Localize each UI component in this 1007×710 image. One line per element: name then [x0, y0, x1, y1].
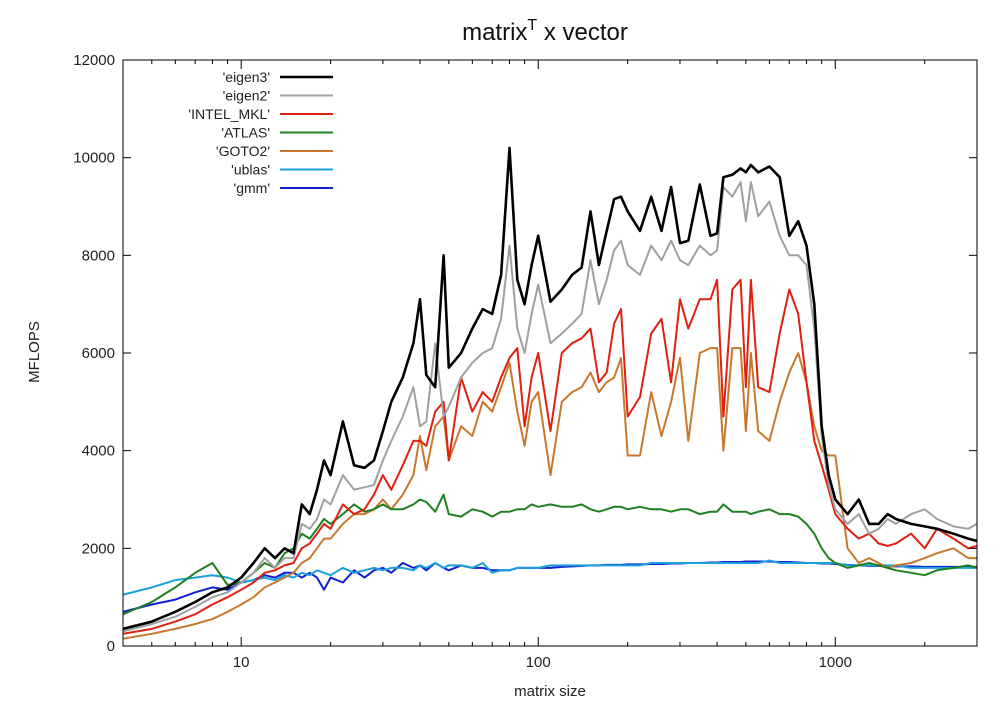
y-axis-label: MFLOPS [26, 321, 43, 383]
legend-label-eigen3: 'eigen3' [223, 69, 270, 85]
legend-label-intel-mkl: 'INTEL_MKL' [188, 106, 270, 122]
plot-area [122, 59, 978, 647]
legend: 'eigen3' 'eigen2' 'INTEL_MKL' 'ATLAS' 'GOTO2… [188, 69, 333, 196]
series-line-goto2 [122, 347, 977, 640]
legend-label-goto2: 'GOTO2' [216, 143, 270, 159]
series-line-ublas [122, 559, 977, 596]
legend-label-gmm: 'gmm' [234, 180, 270, 196]
legend-label-atlas: 'ATLAS' [221, 125, 270, 141]
y-axis: 0 2000 4000 6000 8000 10000 12000 [73, 52, 977, 655]
series-line-intel-mkl [122, 278, 978, 635]
y-tick-label: 10000 [73, 150, 115, 167]
x-axis: 10 100 1000 [122, 60, 978, 671]
x-axis-label: matrix size [514, 683, 586, 700]
x-tick-label: 10 [233, 654, 250, 671]
y-tick-label: 6000 [82, 345, 115, 362]
y-tick-label: 8000 [82, 247, 115, 264]
chart-title-superscript: T [527, 17, 537, 34]
x-tick-label: 1000 [819, 654, 852, 671]
series-layer [122, 146, 978, 640]
series-line-eigen3 [122, 146, 978, 631]
y-tick-label: 0 [107, 638, 115, 655]
legend-label-eigen2: 'eigen2' [223, 88, 270, 104]
y-tick-label: 4000 [82, 443, 115, 460]
x-tick-label: 100 [526, 654, 551, 671]
chart-title: matrixT x vector [462, 17, 628, 46]
y-tick-label: 2000 [82, 540, 115, 557]
series-line-atlas [122, 493, 978, 616]
y-tick-label: 12000 [73, 52, 115, 69]
legend-label-ublas: 'ublas' [231, 162, 270, 178]
